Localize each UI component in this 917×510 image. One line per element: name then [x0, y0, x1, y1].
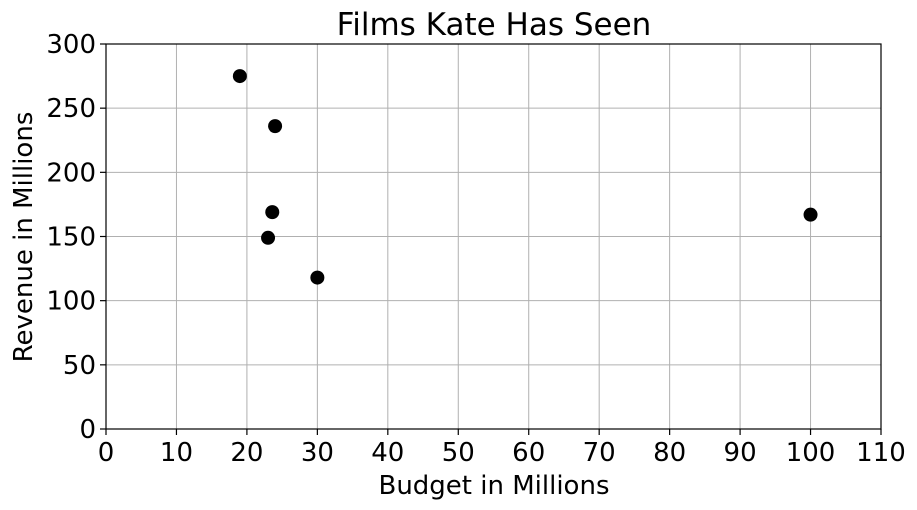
x-tick-label: 80	[653, 438, 686, 468]
y-tick-label: 200	[46, 158, 96, 188]
x-tick-label: 70	[583, 438, 616, 468]
x-tick-label: 60	[512, 438, 545, 468]
y-tick-label: 100	[46, 287, 96, 317]
y-tick-label: 0	[79, 415, 96, 445]
x-tick-label: 90	[724, 438, 757, 468]
data-point	[232, 69, 247, 84]
y-tick-label: 50	[63, 351, 96, 381]
grid	[105, 43, 882, 430]
x-tick-label: 110	[856, 438, 906, 468]
data-points	[232, 69, 818, 285]
x-tick-label: 30	[301, 438, 334, 468]
y-tick-label: 300	[46, 30, 96, 60]
data-point	[268, 119, 283, 134]
x-tick-label: 50	[442, 438, 475, 468]
plot-frame	[105, 43, 882, 430]
data-point	[265, 205, 280, 220]
x-tick-label: 20	[230, 438, 263, 468]
axis-ticks: 0 10 20 30 40 50 60 70 80 90 100 110 0 50 100 150 200 250…	[46, 30, 905, 468]
data-point	[310, 270, 325, 285]
x-axis-label: Budget in Millions	[378, 471, 609, 501]
y-tick-label: 150	[46, 223, 96, 253]
y-axis-label: Revenue in Millions	[9, 112, 39, 363]
x-tick-label: 0	[98, 438, 115, 468]
data-point	[803, 207, 818, 222]
x-tick-label: 10	[160, 438, 193, 468]
y-tick-label: 250	[46, 94, 96, 124]
data-point	[261, 230, 276, 245]
x-tick-label: 100	[786, 438, 836, 468]
x-tick-label: 40	[371, 438, 404, 468]
chart-title: Films Kate Has Seen	[337, 7, 652, 43]
